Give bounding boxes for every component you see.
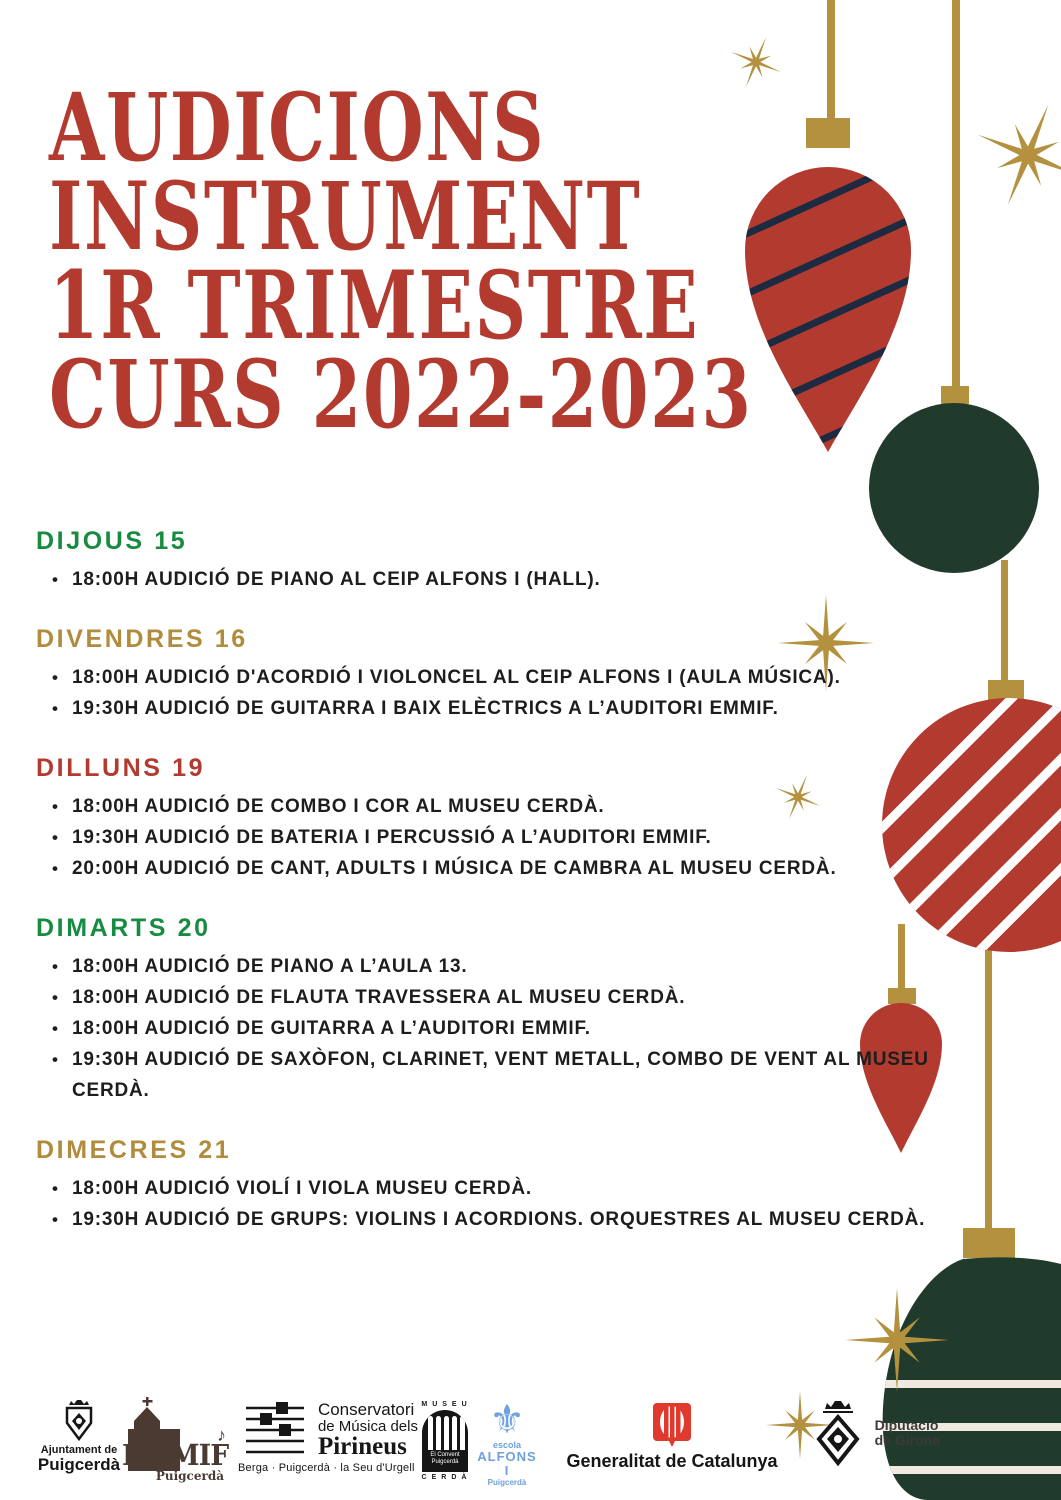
music-staff-icon bbox=[245, 1402, 304, 1454]
schedule-item: 18:00H AUDICIÓ DE PIANO A L’AULA 13. bbox=[36, 951, 972, 982]
music-note-icon: ♪ bbox=[217, 1425, 226, 1445]
conservatori-label-1: Conservatori bbox=[317, 1400, 415, 1419]
emmif-wordmark: EMMIF bbox=[122, 1438, 229, 1472]
museu-label-top: MUSEU bbox=[421, 1401, 472, 1408]
schedule-item: 18:00H AUDICIÓ VIOLÍ I VIOLA MUSEU CERDÀ… bbox=[36, 1173, 972, 1204]
logo-generalitat: Generalitat de Catalunya bbox=[548, 1403, 796, 1472]
title-line: INSTRUMENT bbox=[49, 162, 642, 272]
logo-diputacio-girona: Diputació de Girona bbox=[806, 1397, 940, 1469]
ornament-string bbox=[1001, 560, 1008, 684]
section-items: 18:00H AUDICIÓ VIOLÍ I VIOLA MUSEU CERDÀ… bbox=[36, 1173, 1001, 1235]
gold-star-icon bbox=[778, 595, 874, 691]
poster-title: AUDICIONS INSTRUMENT 1R TRIMESTRE CURS 2… bbox=[49, 73, 753, 450]
conservatori-sublabel: Berga · Puigcerdà · la Seu d'Urgell bbox=[238, 1462, 415, 1474]
section-heading: DIVENDRES 16 bbox=[36, 625, 248, 653]
museu-arch-icon: El Convent Puigcerdà bbox=[422, 1410, 468, 1472]
schedule: DIJOUS 15 18:00H AUDICIÓ DE PIANO AL CEI… bbox=[36, 527, 1001, 1235]
title-line: CURS 2022-2023 bbox=[49, 340, 753, 450]
generalitat-label: Generalitat de Catalunya bbox=[566, 1451, 778, 1471]
section-items: 18:00H AUDICIÓ DE COMBO I COR AL MUSEU C… bbox=[36, 791, 1001, 884]
fleur-de-lis-icon: ⚜ bbox=[489, 1398, 525, 1442]
conservatori-label-2: de Música dels bbox=[317, 1418, 418, 1435]
schedule-item: 18:00H AUDICIÓ D'ACORDIÓ I VIOLONCEL AL … bbox=[36, 662, 972, 693]
schedule-section: DIJOUS 15 18:00H AUDICIÓ DE PIANO AL CEI… bbox=[36, 527, 1001, 595]
museu-label-mid1: El Convent bbox=[430, 1452, 460, 1458]
conservatori-label-3: Pirineus bbox=[317, 1433, 407, 1460]
schedule-section: DILLUNS 19 18:00H AUDICIÓ DE COMBO I COR… bbox=[36, 754, 1001, 884]
ornament-cap bbox=[941, 386, 969, 404]
logo-conservatori: Conservatori de Música dels Pirineus Ber… bbox=[238, 1401, 418, 1474]
schedule-item: 18:00H AUDICIÓ DE FLAUTA TRAVESSERA AL M… bbox=[36, 982, 972, 1013]
schedule-section: DIMECRES 21 18:00H AUDICIÓ VIOLÍ I VIOLA… bbox=[36, 1136, 1001, 1235]
schedule-item: 19:30H AUDICIÓ DE GRUPS: VIOLINS I ACORD… bbox=[36, 1204, 972, 1235]
section-items: 18:00H AUDICIÓ DE PIANO AL CEIP ALFONS I… bbox=[36, 564, 1001, 595]
gold-star-icon bbox=[845, 1288, 949, 1392]
red-striped-teardrop-ornament bbox=[745, 167, 911, 452]
diputacio-label-1: Diputació bbox=[874, 1417, 939, 1433]
gold-star-icon bbox=[977, 104, 1061, 206]
schedule-item: 20:00H AUDICIÓ DE CANT, ADULTS I MÚSICA … bbox=[36, 853, 972, 884]
schedule-section: DIVENDRES 16 18:00H AUDICIÓ D'ACORDIÓ I … bbox=[36, 625, 1001, 724]
ornament-string bbox=[827, 0, 835, 122]
section-items: 18:00H AUDICIÓ D'ACORDIÓ I VIOLONCEL AL … bbox=[36, 662, 1001, 724]
schedule-item: 19:30H AUDICIÓ DE BATERIA I PERCUSSIÓ A … bbox=[36, 822, 972, 853]
green-striped-bauble-ornament bbox=[882, 1257, 1061, 1500]
ajuntament-crest-icon bbox=[65, 1400, 93, 1441]
ornament-string bbox=[952, 0, 960, 390]
section-items: 18:00H AUDICIÓ DE PIANO A L’AULA 13.18:0… bbox=[36, 951, 1001, 1106]
diputacio-label-2: de Girona bbox=[874, 1432, 940, 1448]
schedule-section: DIMARTS 20 18:00H AUDICIÓ DE PIANO A L’A… bbox=[36, 914, 1001, 1106]
museu-label-mid2: Puigcerdà bbox=[431, 1459, 459, 1465]
logo-emmif: EMMIF ♪ Puigcerdà bbox=[120, 1395, 229, 1491]
generalitat-shield-icon bbox=[653, 1403, 691, 1447]
gold-star-icon bbox=[731, 37, 781, 87]
logo-museu-cerda: MUSEU El Convent Puigcerdà CERDÀ bbox=[417, 1401, 473, 1481]
emmif-sublabel: Puigcerdà bbox=[155, 1469, 224, 1483]
ornament-string bbox=[985, 946, 992, 1230]
alfons-label-2: ALFONS I bbox=[477, 1449, 537, 1478]
diputacio-crest-icon bbox=[816, 1401, 860, 1467]
ornament-cap bbox=[988, 680, 1024, 700]
section-heading: DIJOUS 15 bbox=[36, 527, 188, 555]
schedule-item: 18:00H AUDICIÓ DE PIANO AL CEIP ALFONS I… bbox=[36, 564, 972, 595]
footer-logos: Ajuntament de Puigcerdà EMMIF ♪ Puigcerd… bbox=[0, 1393, 1061, 1500]
title-line: AUDICIONS bbox=[49, 73, 546, 183]
alfons-label-3: Puigcerdà bbox=[487, 1478, 527, 1487]
title-line: 1R TRIMESTRE bbox=[49, 251, 700, 361]
ajuntament-label-2: Puigcerdà bbox=[37, 1455, 121, 1474]
emmif-church-icon bbox=[128, 1397, 180, 1471]
schedule-item: 19:30H AUDICIÓ DE GUITARRA I BAIX ELÈCTR… bbox=[36, 693, 972, 724]
section-heading: DILLUNS 19 bbox=[36, 754, 206, 782]
ajuntament-label-1: Ajuntament de bbox=[40, 1444, 118, 1456]
schedule-item: 19:30H AUDICIÓ DE SAXÒFON, CLARINET, VEN… bbox=[36, 1044, 972, 1106]
green-ball-ornament bbox=[869, 403, 1039, 573]
logo-ajuntament-puigcerda: Ajuntament de Puigcerdà bbox=[33, 1399, 125, 1474]
schedule-item: 18:00H AUDICIÓ DE GUITARRA A L’AUDITORI … bbox=[36, 1013, 972, 1044]
gold-star-icon bbox=[766, 1391, 834, 1459]
section-heading: DIMARTS 20 bbox=[36, 914, 211, 942]
logo-escola-alfons: ⚜ escola ALFONS I Puigcerdà bbox=[477, 1399, 537, 1487]
alfons-label-1: escola bbox=[492, 1440, 522, 1450]
ornament-cap bbox=[806, 118, 850, 148]
museu-label-bottom: CERDÀ bbox=[421, 1474, 472, 1481]
section-heading: DIMECRES 21 bbox=[36, 1136, 232, 1164]
schedule-item: 18:00H AUDICIÓ DE COMBO I COR AL MUSEU C… bbox=[36, 791, 972, 822]
